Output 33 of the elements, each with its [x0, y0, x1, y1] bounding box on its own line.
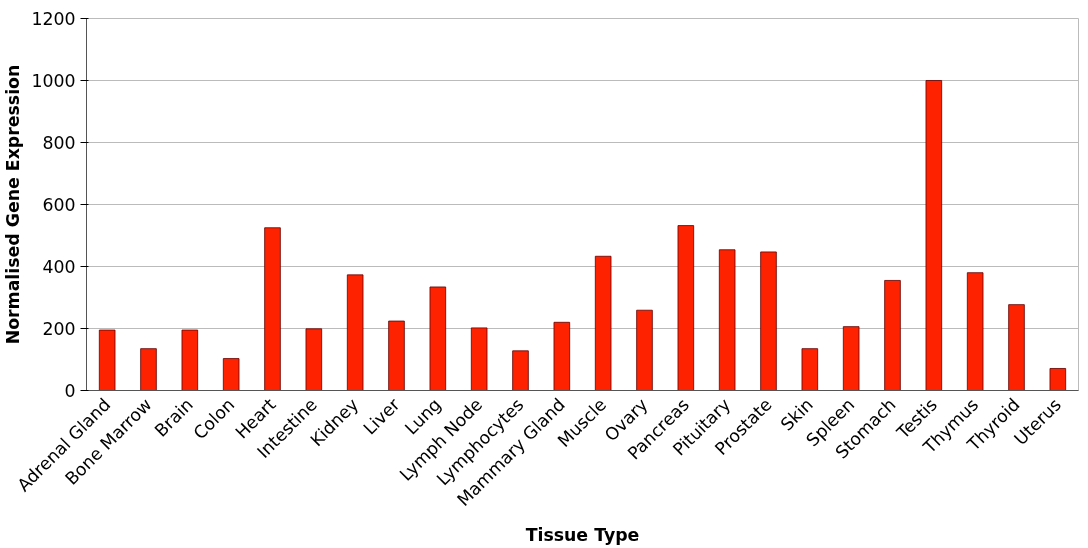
- y-tick-label: 200: [42, 319, 76, 339]
- bar: [718, 249, 736, 391]
- bar: [512, 350, 529, 391]
- bar: [305, 328, 323, 391]
- bar: [594, 255, 612, 391]
- y-tick-label: 400: [42, 257, 76, 277]
- bar: [222, 358, 240, 391]
- bar: [966, 272, 984, 391]
- bar: [181, 329, 199, 391]
- bar: [925, 80, 943, 391]
- bar: [264, 227, 281, 391]
- bar: [1008, 304, 1025, 391]
- bar: [429, 286, 447, 391]
- bar: [553, 321, 571, 391]
- bar: [470, 327, 488, 391]
- y-tick-label: 0: [64, 381, 76, 401]
- bar: [140, 348, 157, 391]
- bar: [760, 251, 777, 391]
- y-tick-label: 600: [42, 195, 76, 215]
- y-tick-label: 1200: [31, 9, 76, 29]
- bar: [884, 280, 901, 391]
- bar: [842, 326, 860, 391]
- bar: [801, 348, 819, 391]
- y-axis-title: Normalised Gene Expression: [3, 64, 24, 345]
- y-tick-label: 800: [42, 133, 76, 153]
- x-axis-title: Tissue Type: [525, 525, 640, 546]
- bar: [98, 329, 116, 391]
- bar: [1049, 368, 1067, 391]
- bar: [346, 274, 364, 391]
- bar: [636, 309, 653, 391]
- bar: [677, 225, 695, 391]
- bar: [388, 320, 405, 391]
- y-tick-label: 1000: [31, 71, 76, 91]
